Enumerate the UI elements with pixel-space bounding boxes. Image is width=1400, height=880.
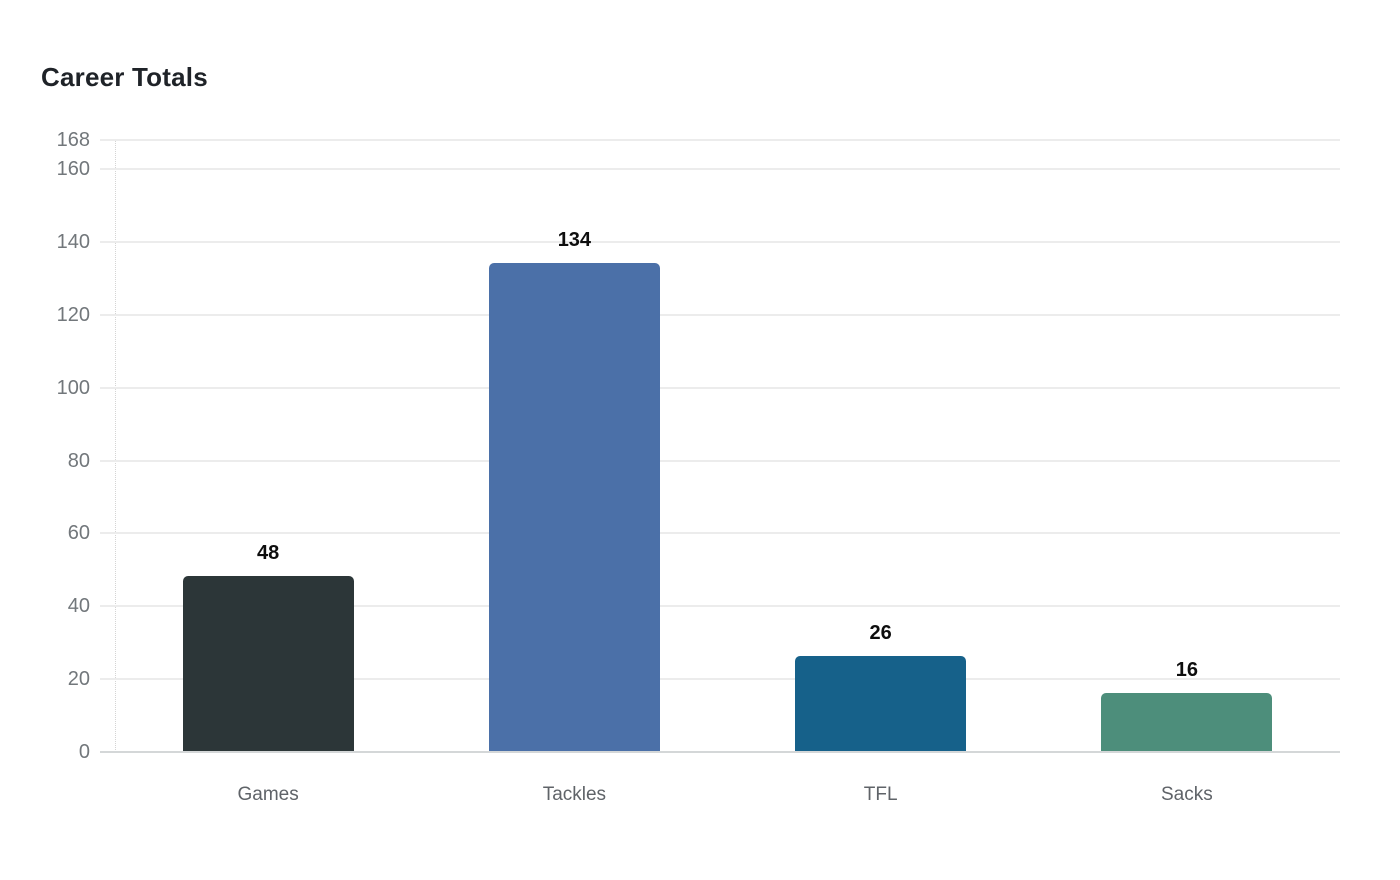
bar-value-label: 48	[257, 542, 280, 565]
x-category-label: Sacks	[1161, 784, 1213, 805]
gridline	[100, 168, 1340, 171]
bar-tackles	[488, 262, 660, 751]
gridline	[100, 678, 1340, 681]
y-tick-label: 100	[56, 376, 90, 399]
gridline	[100, 313, 1340, 316]
bar-value-label: 134	[557, 228, 592, 251]
gridline	[100, 386, 1340, 389]
gridline	[100, 139, 1340, 141]
x-axis-baseline	[100, 751, 1340, 753]
y-tick-label: 160	[56, 158, 90, 181]
y-tick-label: 120	[56, 303, 90, 326]
gridline	[100, 532, 1340, 535]
y-tick-label: 20	[67, 668, 90, 691]
y-tick-label: 140	[56, 231, 90, 253]
plot-area: 0 20 40 60 80 100 120 140 160 168 48 Games 134 Tackle…	[57, 130, 1340, 804]
gridline	[100, 459, 1340, 462]
y-tick-label: 80	[67, 449, 90, 472]
x-category-label: Tackles	[542, 784, 607, 805]
y-axis-line	[115, 140, 116, 752]
bar-games	[182, 576, 354, 751]
y-tick-label: 40	[67, 595, 90, 618]
x-category-label: TFL	[863, 784, 898, 805]
y-tick-label: 60	[67, 522, 90, 545]
y-tick-label: 0	[78, 741, 90, 763]
bar-sacks	[1101, 692, 1273, 751]
gridline	[100, 605, 1340, 608]
bar-tfl	[795, 656, 967, 751]
x-category-label: Games	[237, 784, 299, 805]
y-tick-label: 168	[56, 129, 90, 151]
chart-title: Career Totals	[41, 62, 208, 92]
gridline	[100, 241, 1340, 243]
bar-value-label: 26	[869, 622, 892, 645]
bar-value-label: 16	[1175, 658, 1198, 681]
